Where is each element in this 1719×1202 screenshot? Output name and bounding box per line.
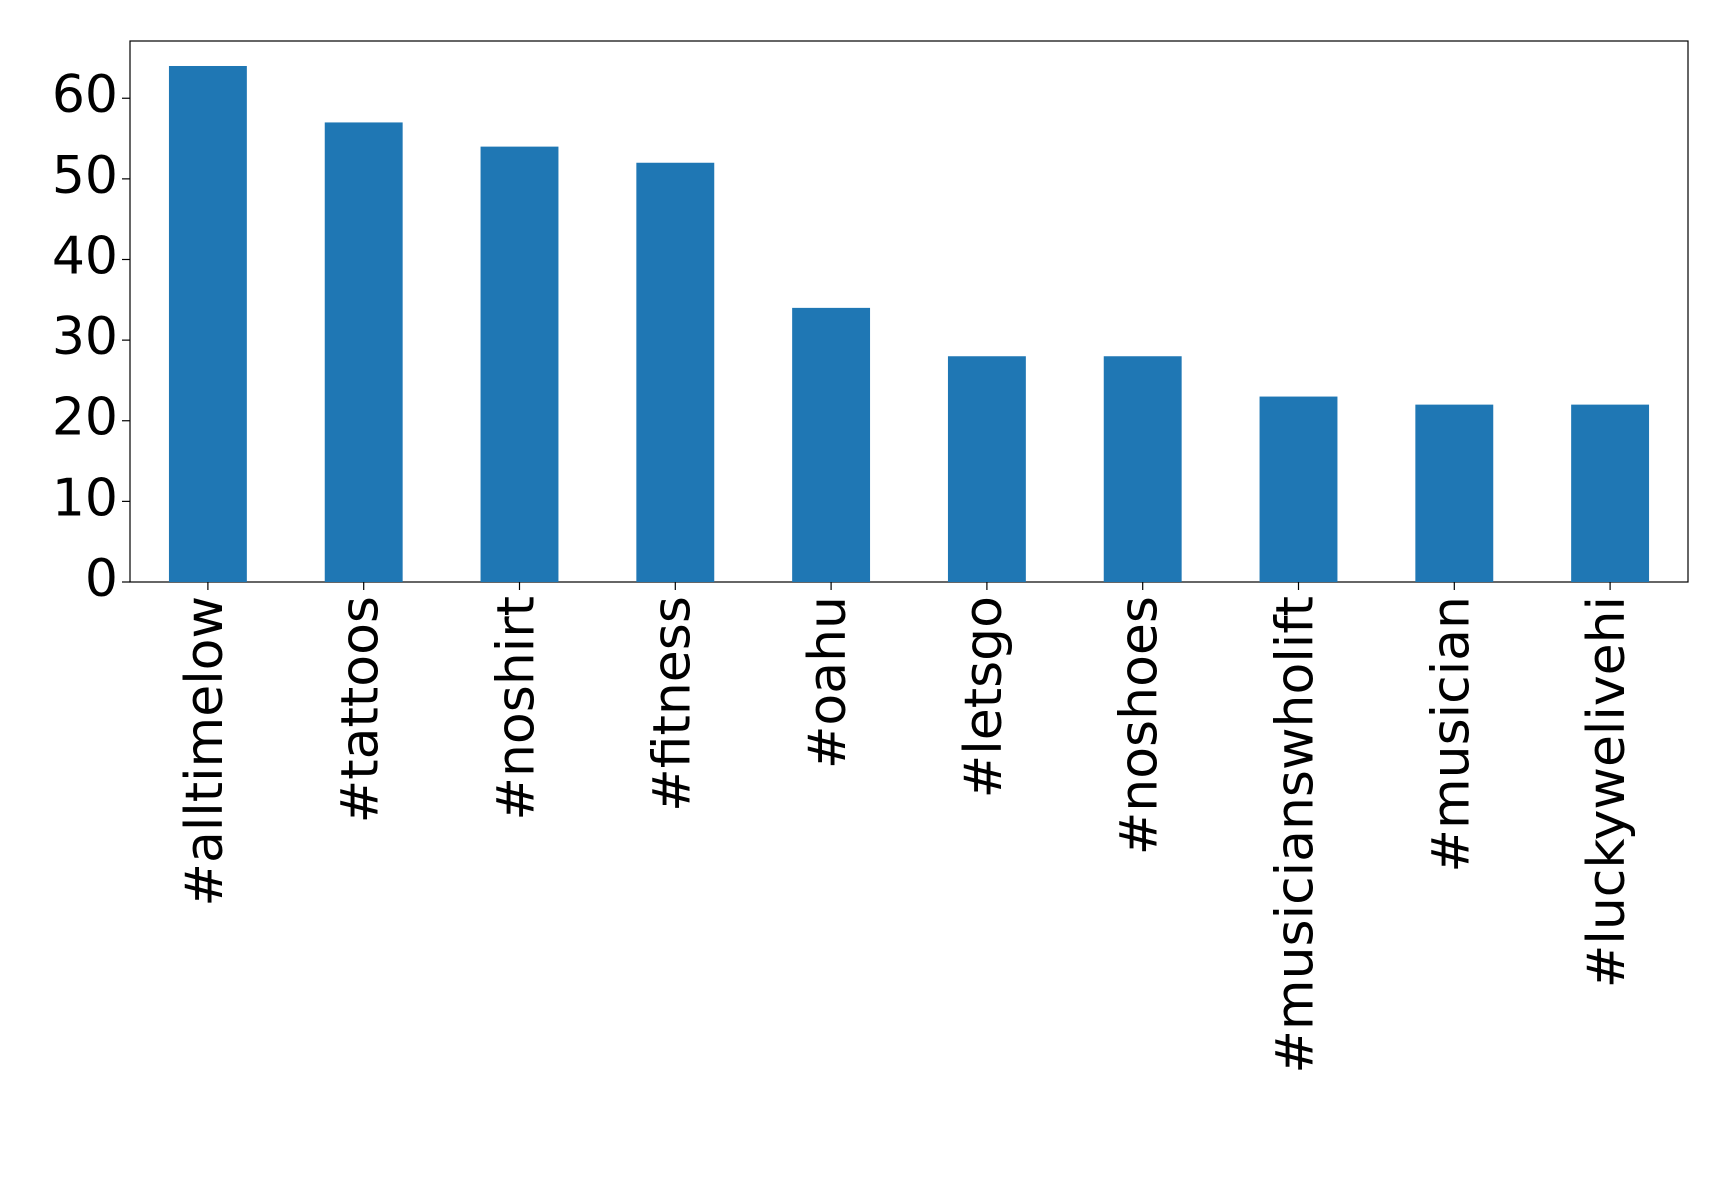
y-tick-label: 40 <box>52 226 118 286</box>
x-tick-label: #musician <box>1421 596 1481 873</box>
y-tick-label: 0 <box>85 549 118 609</box>
bar <box>168 65 247 583</box>
x-tick-label: #oahu <box>798 596 858 769</box>
bar <box>636 162 715 582</box>
x-tick-label: #noshirt <box>487 596 547 821</box>
bar <box>947 356 1026 582</box>
x-tick-label: #noshoes <box>1110 596 1170 855</box>
x-tick-label: #letsgo <box>954 596 1014 798</box>
bar <box>324 122 403 582</box>
plot-frame <box>129 40 1689 583</box>
y-tick-label: 30 <box>52 307 118 367</box>
y-tick-label: 20 <box>52 388 118 448</box>
y-tick-label: 60 <box>52 65 118 125</box>
x-tick-label: #fitness <box>642 596 702 812</box>
y-tick-label: 10 <box>52 468 118 528</box>
y-tick-label: 50 <box>52 146 118 206</box>
x-tick-label: #tattoos <box>331 596 391 823</box>
bar <box>792 307 871 582</box>
x-tick-label: #luckywelivehi <box>1577 596 1637 988</box>
bar <box>1259 396 1338 582</box>
bar <box>1571 404 1650 582</box>
bar <box>480 146 559 582</box>
x-tick-label: #musicianswholift <box>1266 596 1326 1074</box>
bar <box>1103 356 1182 582</box>
bar <box>1415 404 1494 582</box>
x-tick-label: #alltimelow <box>175 596 235 907</box>
